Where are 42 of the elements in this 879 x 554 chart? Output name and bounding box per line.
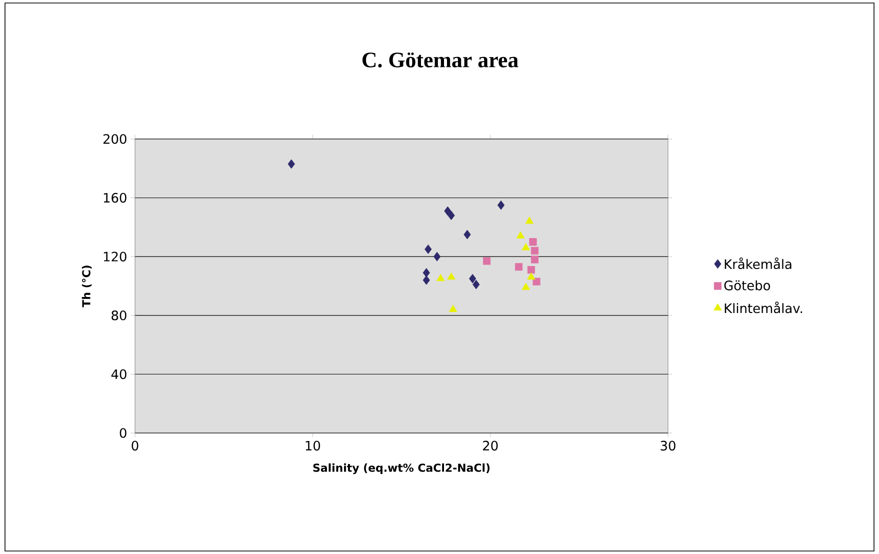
x-tick-label: 30: [660, 440, 676, 451]
point: [448, 210, 455, 220]
point: [522, 282, 530, 290]
point: [448, 304, 458, 312]
y-tick-label: 200: [103, 134, 126, 144]
x-axis-title: Salinity (eq.wt% CaCl2-NaCl): [313, 463, 490, 474]
point: [436, 274, 445, 282]
legend-label: Klintemålav.: [724, 302, 802, 314]
point: [444, 206, 452, 216]
point: [529, 238, 537, 246]
x-tick-label: 20: [483, 440, 498, 451]
point: [472, 280, 480, 290]
x-tick-label: 0: [132, 440, 138, 451]
y-tick-label: 160: [104, 192, 126, 203]
y-axis-title: Th (°C): [82, 266, 92, 308]
point: [469, 274, 476, 284]
point: [532, 278, 540, 286]
point: [525, 216, 534, 224]
point: [424, 244, 432, 254]
point: [422, 275, 430, 285]
point: [516, 231, 525, 238]
point: [530, 246, 539, 255]
point: [464, 230, 471, 240]
point: [522, 243, 530, 250]
chart-title: C. Götemar area: [362, 52, 518, 68]
legend-label: Kråkemåla: [724, 258, 792, 270]
point: [422, 268, 430, 278]
point: [527, 266, 535, 274]
point: [514, 263, 523, 271]
point: [447, 272, 456, 280]
y-tick-label: 80: [112, 310, 126, 320]
y-tick-label: 0: [120, 428, 126, 438]
legend-label: Götebo: [724, 280, 770, 290]
point: [497, 200, 505, 210]
point: [530, 256, 539, 264]
y-tick-label: 40: [111, 369, 126, 380]
point: [433, 252, 441, 262]
point: [527, 272, 536, 280]
point: [288, 159, 295, 169]
point: [483, 257, 491, 265]
x-tick-label: 10: [306, 440, 320, 451]
y-tick-label: 120: [104, 252, 126, 262]
